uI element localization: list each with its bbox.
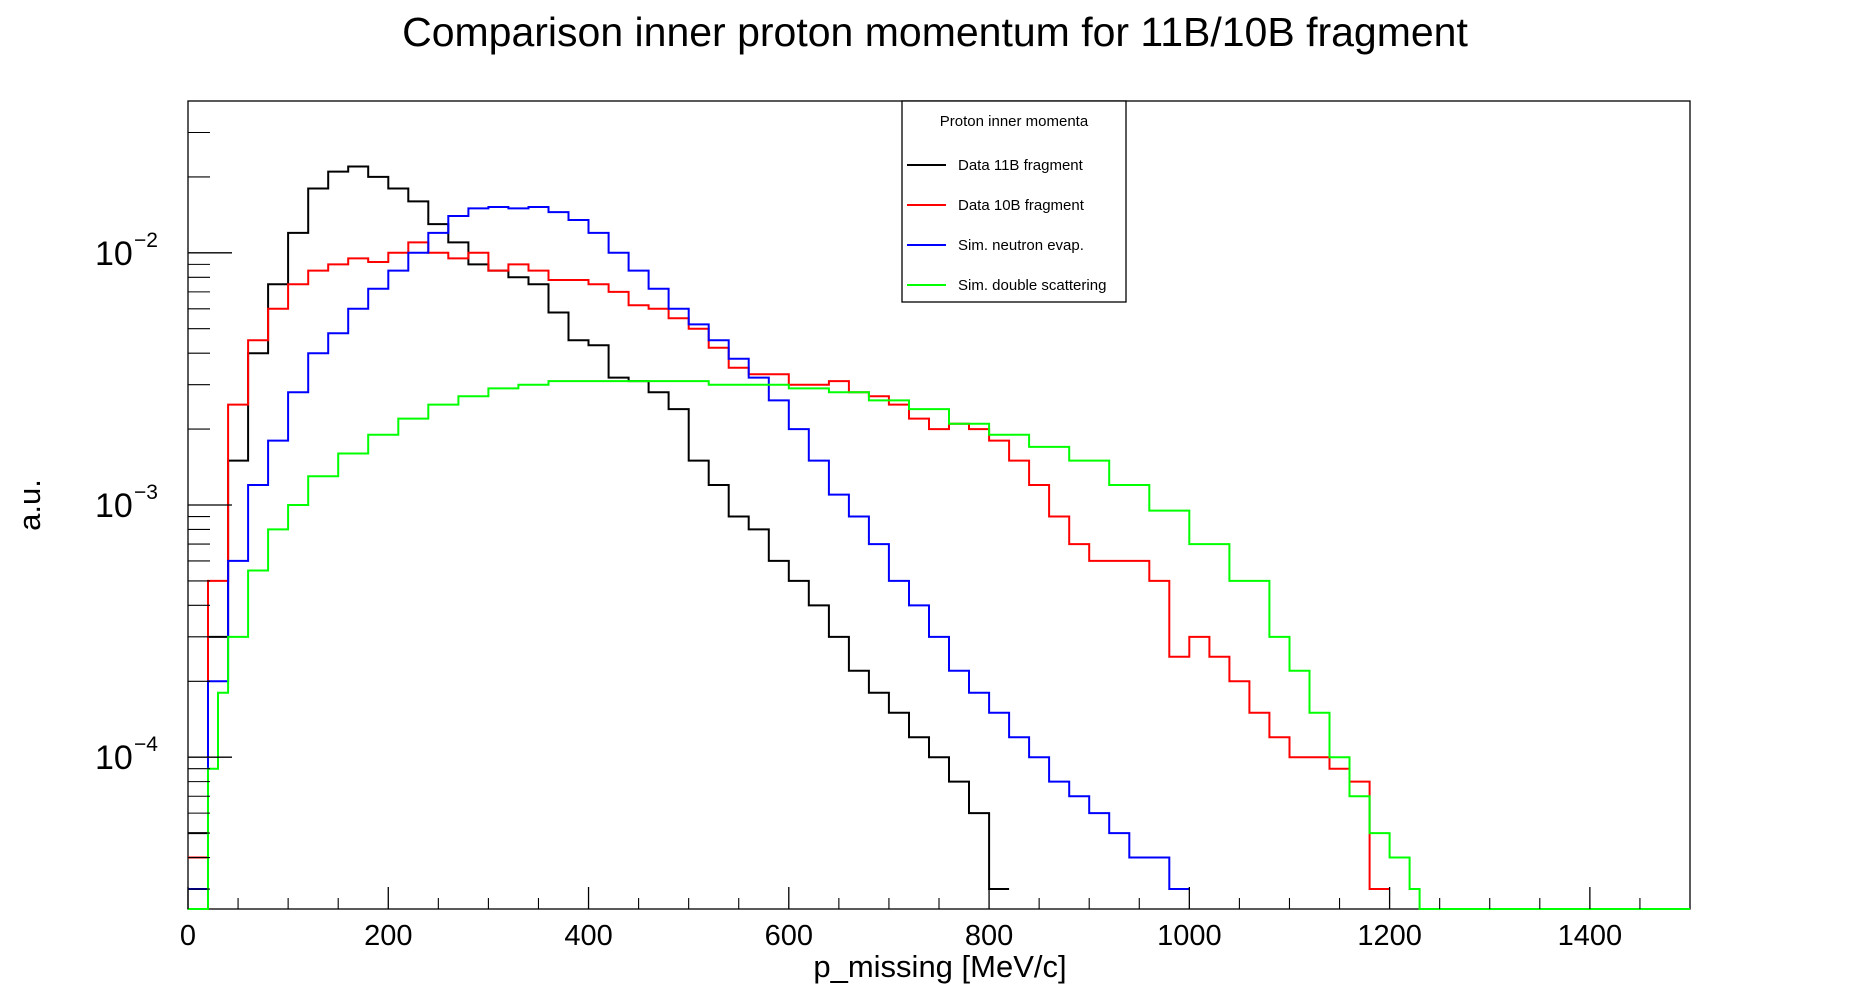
y-tick-label: 10 (95, 739, 133, 777)
x-tick-label: 800 (965, 920, 1013, 952)
legend-title: Proton inner momenta (940, 113, 1089, 130)
y-tick-label-exponent: −3 (134, 481, 158, 504)
series-layer (188, 165, 1690, 910)
x-axis-title: p_missing [MeV/c] (813, 949, 1066, 984)
series-line-1 (188, 165, 1010, 890)
y-tick-label-exponent: −2 (134, 229, 158, 252)
legend-entry-4: Sim. double scattering (958, 277, 1106, 294)
series-line-2 (188, 241, 1390, 890)
y-axis-title: a.u. (12, 479, 47, 531)
legend-entry-3: Sim. neutron evap. (958, 237, 1084, 254)
chart-title: Comparison inner proton momentum for 11B… (402, 9, 1468, 55)
x-tick-label: 1400 (1558, 920, 1623, 952)
x-tick-label: 200 (364, 920, 412, 952)
y-tick-label: 10 (95, 487, 133, 525)
x-tick-label: 1200 (1357, 920, 1422, 952)
x-tick-label: 400 (564, 920, 612, 952)
x-tick-label: 0 (180, 920, 196, 952)
legend-entries: Data 11B fragment Data 10B fragment Sim. n… (907, 157, 1106, 294)
series-line-4 (188, 380, 1690, 910)
legend-entry-1: Data 11B fragment (958, 157, 1084, 174)
y-tick-label-exponent: −4 (134, 733, 158, 756)
x-tick-label: 1000 (1157, 920, 1222, 952)
x-tick-label: 600 (765, 920, 813, 952)
series-line-3 (188, 206, 1190, 890)
legend-box (901, 100, 1127, 303)
legend: Proton inner momenta Data 11B fragmentDa… (901, 100, 1127, 303)
y-tick-label: 10 (95, 235, 133, 273)
legend-entry-2: Data 10B fragment (958, 197, 1085, 214)
